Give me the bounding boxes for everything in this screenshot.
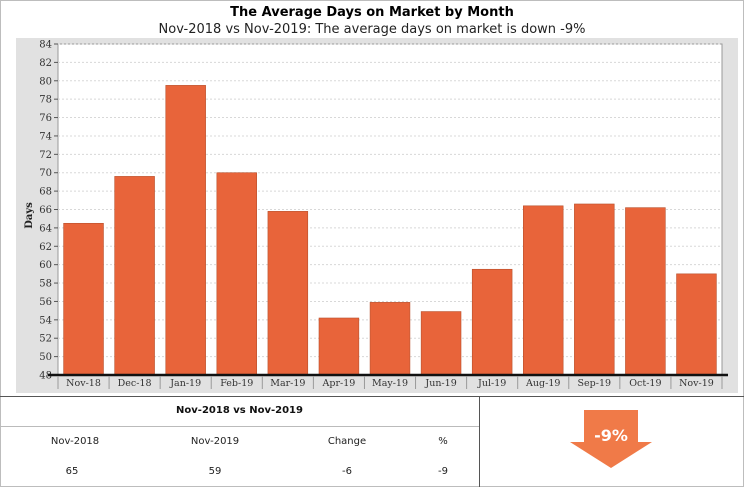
bar-jan-19 xyxy=(165,85,206,376)
x-tick-label: Dec-18 xyxy=(118,378,152,389)
y-tick-label: 76 xyxy=(39,113,52,124)
down-arrow-icon: -9% xyxy=(570,410,652,468)
y-tick-label: 48 xyxy=(39,371,52,382)
summary-header-change: Change xyxy=(327,436,367,447)
x-tick-label: Oct-19 xyxy=(629,378,661,389)
summary-title: Nov-2018 vs Nov-2019 xyxy=(176,405,303,416)
y-tick-label: 72 xyxy=(39,150,52,161)
y-tick-label: 52 xyxy=(39,334,52,345)
bar-nov-19 xyxy=(676,273,717,376)
chart-area: 48 50 52 54 56 58 60 62 64 66 68 70 72 74 76 78 80 82 84 No… xyxy=(16,38,738,393)
x-tick-label: May-19 xyxy=(372,378,408,389)
bar-mar-19 xyxy=(267,211,309,376)
x-tick-label: Jul-19 xyxy=(477,378,506,389)
bar-jul-19 xyxy=(471,268,513,376)
x-tick-label: Jan-19 xyxy=(169,378,201,389)
y-tick-label: 64 xyxy=(39,223,52,234)
y-tick-label: 80 xyxy=(39,76,52,87)
summary-header-nov-2018: Nov-2018 xyxy=(50,436,100,447)
x-tick-label: Nov-18 xyxy=(66,378,101,389)
x-tick-label: Nov-19 xyxy=(679,378,714,389)
bar-chart: 48 50 52 54 56 58 60 62 64 66 68 70 72 74 76 78 80 82 84 No… xyxy=(24,40,728,389)
x-tick-label: Jun-19 xyxy=(424,378,456,389)
y-tick-label: 54 xyxy=(39,315,52,326)
y-tick-label: 68 xyxy=(39,187,52,198)
bar-nov-18 xyxy=(63,222,104,376)
y-tick-label: 70 xyxy=(39,168,52,179)
y-tick-label: 74 xyxy=(39,131,52,142)
summary-value-nov-2019: 59 xyxy=(208,466,222,477)
x-tick-label: Sep-19 xyxy=(578,378,612,389)
y-axis-label: Days xyxy=(24,202,35,229)
chart-title: The Average Days on Market by Month xyxy=(230,5,514,20)
bar-aug-19 xyxy=(523,205,564,376)
y-tick-label: 84 xyxy=(39,40,52,51)
summary-header-nov-2019: Nov-2019 xyxy=(190,436,240,447)
y-tick-label: 78 xyxy=(39,95,52,106)
x-tick-label: Mar-19 xyxy=(270,378,305,389)
bar-dec-18 xyxy=(114,176,155,376)
y-tick-label: 58 xyxy=(39,279,52,290)
bar-may-19 xyxy=(369,302,411,376)
bar-jun-19 xyxy=(420,311,462,376)
chart-subtitle: Nov-2018 vs Nov-2019: The average days o… xyxy=(158,22,586,37)
summary-value-change: -6 xyxy=(342,466,352,477)
summary-separator xyxy=(0,426,479,427)
y-tick-label: 60 xyxy=(39,260,52,271)
y-tick-label: 66 xyxy=(39,205,52,216)
summary-value-percent: -9 xyxy=(438,466,448,477)
y-tick-label: 82 xyxy=(39,58,52,69)
summary-header-percent: % xyxy=(438,436,448,447)
y-tick-label: 50 xyxy=(39,352,52,363)
bar-feb-19 xyxy=(216,172,257,376)
panel-divider xyxy=(479,396,480,487)
y-tick-label: 62 xyxy=(39,242,52,253)
section-divider xyxy=(0,396,744,397)
x-tick-label: Apr-19 xyxy=(322,378,356,389)
bar-sep-19 xyxy=(574,203,615,376)
summary-value-nov-2018: 65 xyxy=(65,466,79,477)
x-tick-label: Feb-19 xyxy=(220,378,253,389)
bar-oct-19 xyxy=(625,207,666,376)
x-tick-label: Aug-19 xyxy=(525,378,560,389)
change-badge-text: -9% xyxy=(594,426,628,445)
bar-apr-19 xyxy=(318,317,360,376)
y-tick-label: 56 xyxy=(39,297,52,308)
